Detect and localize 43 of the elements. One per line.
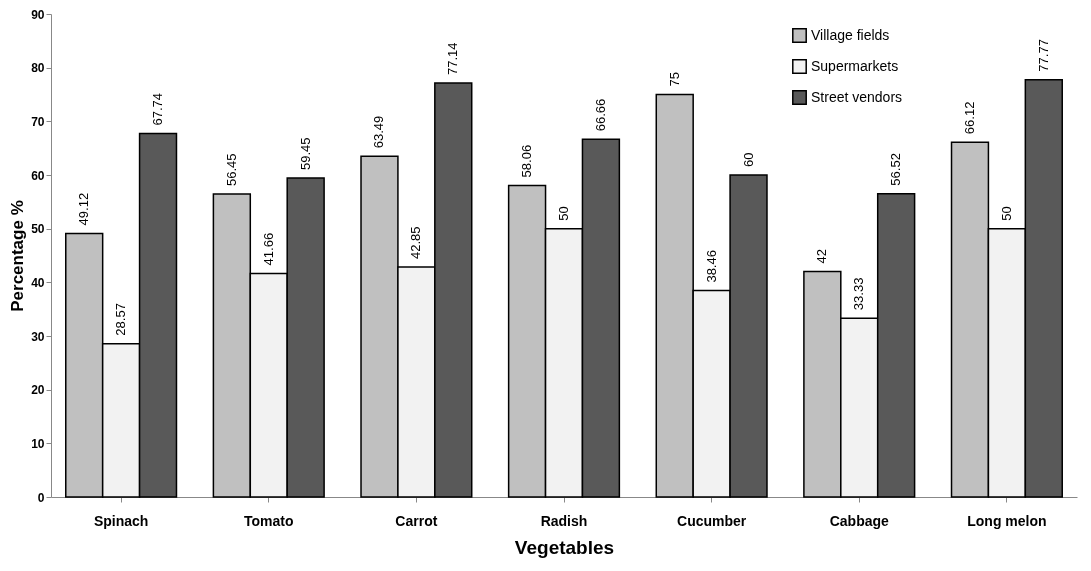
data-label: 42.85	[408, 226, 424, 260]
y-tick-label: 40	[31, 275, 45, 290]
data-label: 49.12	[76, 192, 92, 226]
data-label: 77.14	[445, 42, 461, 76]
data-label: 60	[740, 152, 756, 167]
legend-label: Supermarkets	[811, 57, 899, 74]
legend-label: Village fields	[811, 26, 890, 43]
x-tick-label: Cabbage	[829, 512, 890, 529]
data-label: 56.45	[223, 153, 239, 187]
data-label: 59.45	[297, 137, 313, 170]
data-label: 66.66	[592, 98, 608, 132]
data-label: 41.66	[260, 232, 276, 266]
data-label: 63.49	[371, 115, 387, 149]
x-tick-label: Cucumber	[677, 512, 747, 529]
data-label: 42	[814, 249, 830, 264]
y-tick-label: 60	[31, 168, 45, 183]
legend-label: Street vendors	[811, 88, 903, 105]
data-label: 75	[666, 72, 682, 87]
y-tick-label: 0	[37, 490, 45, 505]
x-tick-label: Tomato	[243, 512, 294, 529]
data-label: 58.06	[519, 144, 535, 178]
data-label: 77.77	[1035, 39, 1051, 72]
x-tick-label: Long melon	[967, 512, 1047, 529]
data-label: 56.52	[888, 153, 904, 186]
x-tick-label: Carrot	[395, 512, 438, 529]
y-tick-label: 70	[31, 114, 45, 129]
y-axis-title: Percentage %	[8, 200, 28, 312]
data-label: 38.46	[703, 250, 719, 283]
data-label: 33.33	[851, 277, 867, 311]
data-label: 67.74	[150, 92, 166, 126]
data-label: 50	[556, 206, 571, 221]
x-axis-title: Vegetables	[514, 536, 615, 558]
x-tick-label: Radish	[540, 512, 588, 529]
y-tick-label: 30	[31, 329, 45, 344]
data-label: 66.12	[961, 101, 977, 135]
y-tick-label: 10	[31, 436, 45, 451]
y-tick-label: 50	[31, 222, 45, 237]
y-tick-label: 90	[31, 7, 45, 22]
y-tick-label: 20	[31, 383, 45, 398]
x-tick-label: Spinach	[93, 512, 149, 529]
data-label: 50	[998, 206, 1014, 221]
data-label: 28.57	[113, 303, 129, 336]
y-tick-label: 80	[31, 61, 45, 76]
